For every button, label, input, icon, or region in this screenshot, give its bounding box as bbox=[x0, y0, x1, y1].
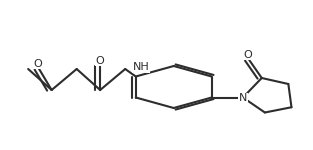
Text: O: O bbox=[96, 56, 105, 66]
Text: NH: NH bbox=[133, 63, 150, 72]
Text: N: N bbox=[239, 93, 247, 103]
Text: O: O bbox=[243, 50, 252, 60]
Text: O: O bbox=[33, 59, 42, 69]
